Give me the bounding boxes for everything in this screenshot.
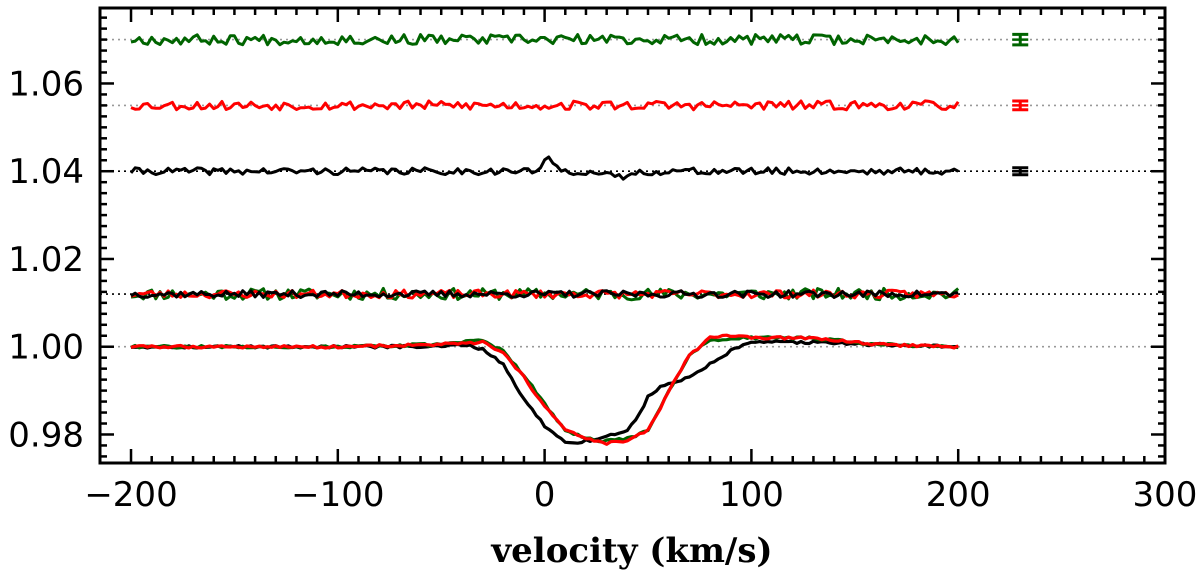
x-axis-title: velocity (km/s) [490,531,772,571]
axis-ticks [100,8,1167,463]
x-tick-label: −100 [291,475,384,515]
error-bar [1012,32,1029,47]
noisy-series-line [129,155,959,181]
x-tick-labels: −200 −100 0 100 200 300 [84,475,1197,515]
error-bar [1012,166,1029,177]
y-tick-label: 1.06 [8,64,84,104]
x-tick-label: 0 [534,475,556,515]
y-tick-label: 1.00 [8,328,84,368]
series-layer [129,33,960,446]
noisy-series-line [130,33,960,47]
x-tick-label: 100 [719,475,784,515]
y-tick-label: 0.98 [8,415,84,455]
x-tick-label: 200 [926,475,991,515]
y-tick-label: 1.04 [8,152,84,192]
x-tick-label: −200 [84,475,177,515]
y-tick-labels: 0.98 1.00 1.02 1.04 1.06 [8,64,84,455]
plot-frame [98,6,1167,465]
y-tick-label: 1.02 [8,240,84,280]
x-tick-label: 300 [1133,475,1198,515]
noisy-series-line [130,289,959,299]
error-bars [1012,32,1029,177]
profile-series-line [130,339,959,445]
error-bar [1012,99,1029,112]
profile-series-line [130,333,959,446]
noisy-series-line [130,99,960,112]
